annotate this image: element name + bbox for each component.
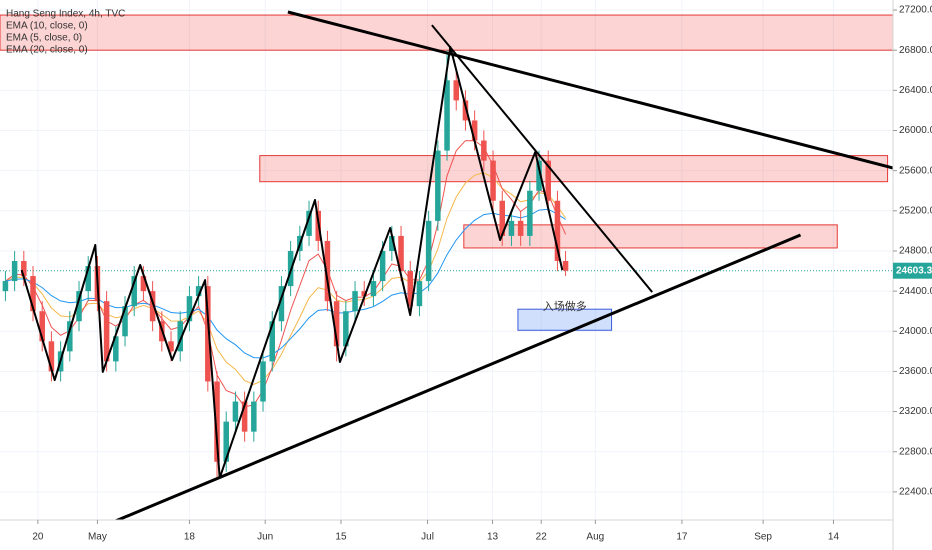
candle-body: [131, 276, 137, 307]
candle-body: [39, 311, 45, 342]
x-tick-label: May: [88, 532, 107, 543]
candle-body: [21, 261, 27, 277]
x-tick-label: Jul: [421, 532, 434, 543]
x-tick-label: 18: [184, 532, 196, 543]
candle-body: [554, 200, 561, 262]
indicator-label: EMA (5, close, 0): [6, 33, 82, 44]
candle-body: [416, 281, 423, 307]
candle-body: [122, 306, 128, 337]
x-tick-label: Aug: [586, 532, 604, 543]
zone: [259, 155, 889, 183]
y-tick-label: 25600.0: [899, 165, 932, 176]
y-tick-label: 23600.0: [899, 366, 932, 377]
y-tick-label: 24000.0: [899, 326, 932, 337]
candle-body: [195, 286, 202, 297]
candle-body: [462, 100, 469, 121]
candle-body: [214, 381, 220, 462]
trend-line: [113, 233, 802, 520]
candle-body: [490, 160, 496, 201]
chart-title: Hang Seng Index, 4h, TVC: [6, 9, 125, 20]
candle-body: [48, 341, 55, 372]
candle-body: [30, 276, 36, 312]
candle-body: [407, 271, 413, 307]
candle-body: [425, 220, 432, 282]
zone-label: 入场做多: [543, 299, 587, 313]
indicator-label: EMA (10, close, 0): [6, 21, 88, 32]
y-tick-label: 22400.0: [899, 487, 932, 498]
candle-body: [343, 311, 349, 347]
y-tick-label: 24800.0: [899, 246, 932, 257]
candle-body: [232, 401, 239, 422]
trend-line: [287, 10, 893, 170]
candle-body: [508, 220, 515, 236]
candle-body: [113, 336, 119, 362]
candle-body: [517, 220, 524, 236]
x-tick-label: 14: [828, 532, 840, 543]
candle-body: [76, 291, 82, 322]
candle-body: [333, 301, 340, 347]
x-tick-label: 20: [32, 532, 44, 543]
candle-body: [435, 150, 441, 221]
y-tick-label: 26000.0: [899, 125, 932, 136]
indicator-label: EMA (20, close, 0): [6, 45, 88, 56]
candle-body: [269, 321, 275, 362]
y-tick-label: 27200.0: [899, 5, 932, 16]
candle-body: [241, 401, 248, 432]
candle-body: [562, 261, 569, 271]
x-tick-label: Jun: [257, 532, 273, 543]
candle-body: [223, 421, 229, 462]
zone: [0, 14, 893, 51]
y-tick-label: 23200.0: [899, 406, 932, 417]
candle-body: [361, 291, 367, 297]
last-price-tag: [893, 262, 932, 279]
candle-body: [444, 80, 450, 151]
axes: 22400.0 22800.0 23200.0 23600.0 24000.0 24400…: [32, 5, 932, 543]
x-tick-label: 22: [536, 532, 548, 543]
candle-body: [149, 291, 156, 322]
candle-body: [205, 286, 211, 382]
last-price-label: 24603.3: [896, 265, 932, 276]
y-tick-label: 26400.0: [899, 85, 932, 96]
candle-body: [398, 235, 404, 272]
x-tick-label: Sep: [754, 532, 772, 543]
candle-body: [11, 261, 18, 282]
trend-line: [431, 24, 653, 293]
candle-body: [103, 301, 110, 362]
x-tick-label: 15: [335, 532, 347, 543]
plot-area: 入场做多: [0, 10, 893, 520]
candle-body: [251, 401, 257, 432]
candle-body: [140, 276, 147, 292]
candle-body: [2, 281, 9, 292]
candle-body: [85, 266, 91, 292]
candle-body: [370, 281, 377, 297]
candle-body: [177, 321, 183, 352]
candle-body: [379, 250, 386, 282]
candle-body: [389, 235, 395, 251]
trend-line: [20, 46, 564, 479]
candle-body: [352, 291, 358, 312]
candle-body: [536, 160, 542, 191]
y-tick-label: 22800.0: [899, 446, 932, 457]
y-tick-label: 26800.0: [899, 45, 932, 56]
candle-body: [168, 341, 174, 352]
y-tick-label: 24400.0: [899, 286, 932, 297]
y-tick-label: 25200.0: [899, 205, 932, 216]
candle-body: [471, 120, 478, 141]
legend: Hang Seng Index, 4h, TVC EMA (10, close,…: [6, 9, 125, 56]
x-tick-label: 13: [487, 532, 499, 543]
candle-body: [527, 190, 533, 236]
candle-body: [481, 140, 487, 161]
x-tick-label: 17: [676, 532, 688, 543]
candle-body: [186, 296, 193, 322]
candle-body: [324, 240, 331, 302]
candle-body: [260, 361, 266, 402]
candle-body: [545, 160, 552, 201]
candle-body: [499, 200, 506, 236]
candle-body: [306, 210, 312, 236]
candle-body: [67, 321, 73, 352]
candle-body: [278, 286, 285, 322]
candle-body: [453, 80, 460, 101]
